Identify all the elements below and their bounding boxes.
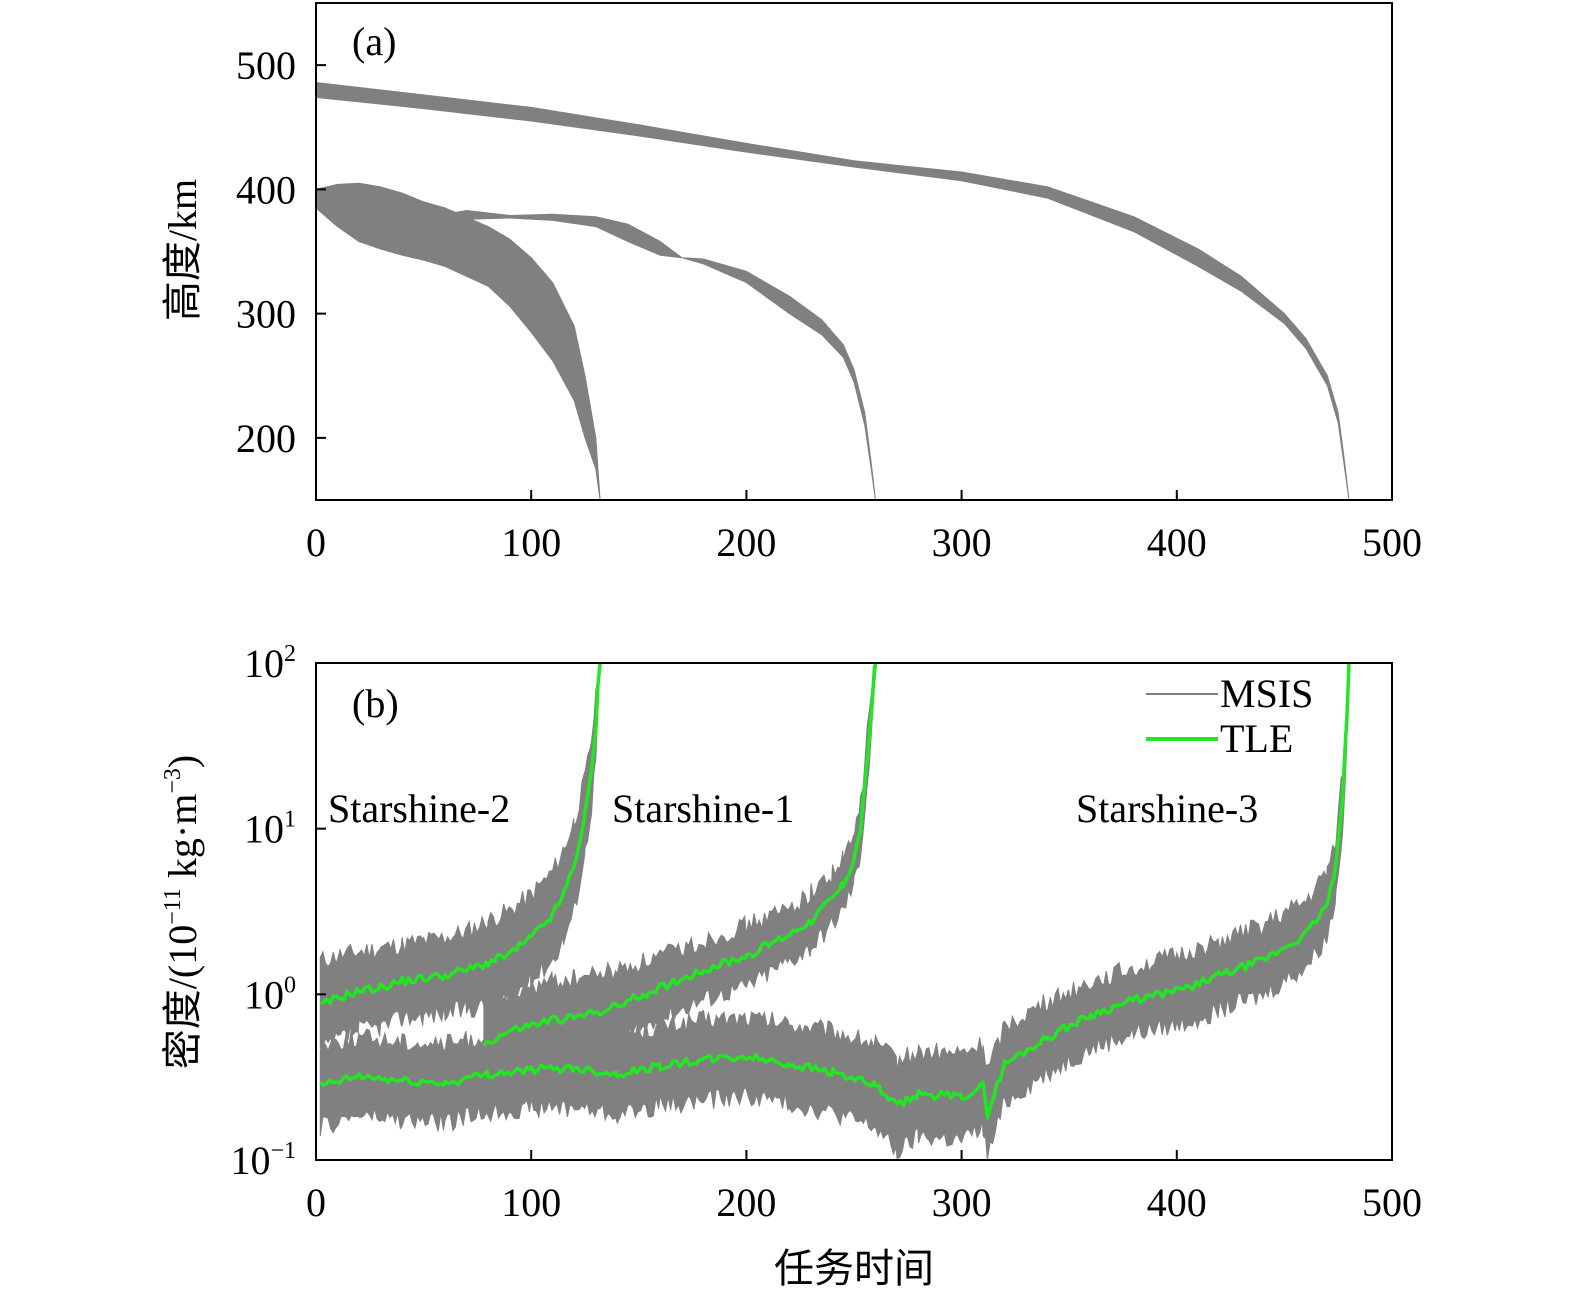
altitude-bands (315, 81, 1350, 501)
panel-a-ticks: 0 100 200 300 400 500 200 300 400 500 (236, 43, 1422, 565)
b-xtick-label: 200 (716, 1180, 776, 1225)
ylabel-suffix: ) (160, 755, 205, 768)
series-label-starshine-2: Starshine-2 (328, 786, 510, 831)
b-xtick-label: 500 (1362, 1180, 1422, 1225)
ylabel-exp2: −3 (160, 768, 186, 794)
b-ytick-label: 100 (244, 972, 296, 1017)
tle-line-starshine-2 (319, 662, 602, 1005)
panel-b-frame (315, 662, 1393, 1161)
legend: MSIS TLE (1146, 671, 1313, 761)
b-ytick-label: 102 (244, 641, 296, 686)
a-ytick-label: 200 (236, 416, 296, 461)
altitude-band-2 (412, 209, 876, 501)
a-xtick-label: 0 (306, 520, 326, 565)
panel-a: 0 100 200 300 400 500 200 300 400 500 (a) 高度/km (160, 2, 1422, 565)
a-xtick-label: 400 (1147, 520, 1207, 565)
a-xtick-label: 100 (501, 520, 561, 565)
panel-b-label: (b) (352, 681, 399, 726)
ylabel-mid: kg·m (160, 794, 205, 888)
tle-line-starshine-3 (319, 662, 1351, 1120)
legend-label-msis: MSIS (1220, 671, 1313, 716)
panel-b-ticks: 0 100 200 300 400 500 10−1 100 101 102 (230, 641, 1422, 1225)
panel-b-xlabel: 任务时间 (774, 1246, 934, 1291)
a-xtick-label: 500 (1362, 520, 1422, 565)
panel-b-ylabel: 密度/(10−11 kg·m−3) (160, 755, 205, 1069)
b-ytick-label: 10−1 (230, 1138, 296, 1183)
panel-b: 0 100 200 300 400 500 10−1 100 101 102 (b) Starsh… (160, 641, 1422, 1291)
a-xtick-label: 300 (932, 520, 992, 565)
b-xtick-label: 0 (306, 1180, 326, 1225)
ylabel-exp1: −11 (160, 888, 186, 925)
tle-line-starshine-1 (482, 662, 878, 1047)
series-label-starshine-1: Starshine-1 (612, 786, 794, 831)
series-label-starshine-3: Starshine-3 (1076, 786, 1258, 831)
altitude-band-3 (315, 81, 1350, 501)
density-series (319, 661, 1351, 1161)
b-xtick-label: 300 (932, 1180, 992, 1225)
a-ytick-label: 500 (236, 43, 296, 88)
a-ytick-label: 300 (236, 292, 296, 337)
a-ytick-label: 400 (236, 167, 296, 212)
legend-label-tle: TLE (1220, 716, 1293, 761)
panel-a-frame (315, 2, 1393, 501)
ylabel-prefix: 密度/(10 (160, 925, 205, 1069)
b-xtick-label: 100 (501, 1180, 561, 1225)
b-xtick-label: 400 (1147, 1180, 1207, 1225)
panel-a-label: (a) (352, 19, 396, 64)
b-ytick-label: 101 (244, 807, 296, 852)
a-xtick-label: 200 (716, 520, 776, 565)
altitude-band-1 (315, 182, 601, 501)
panel-a-ylabel: 高度/km (160, 179, 205, 321)
